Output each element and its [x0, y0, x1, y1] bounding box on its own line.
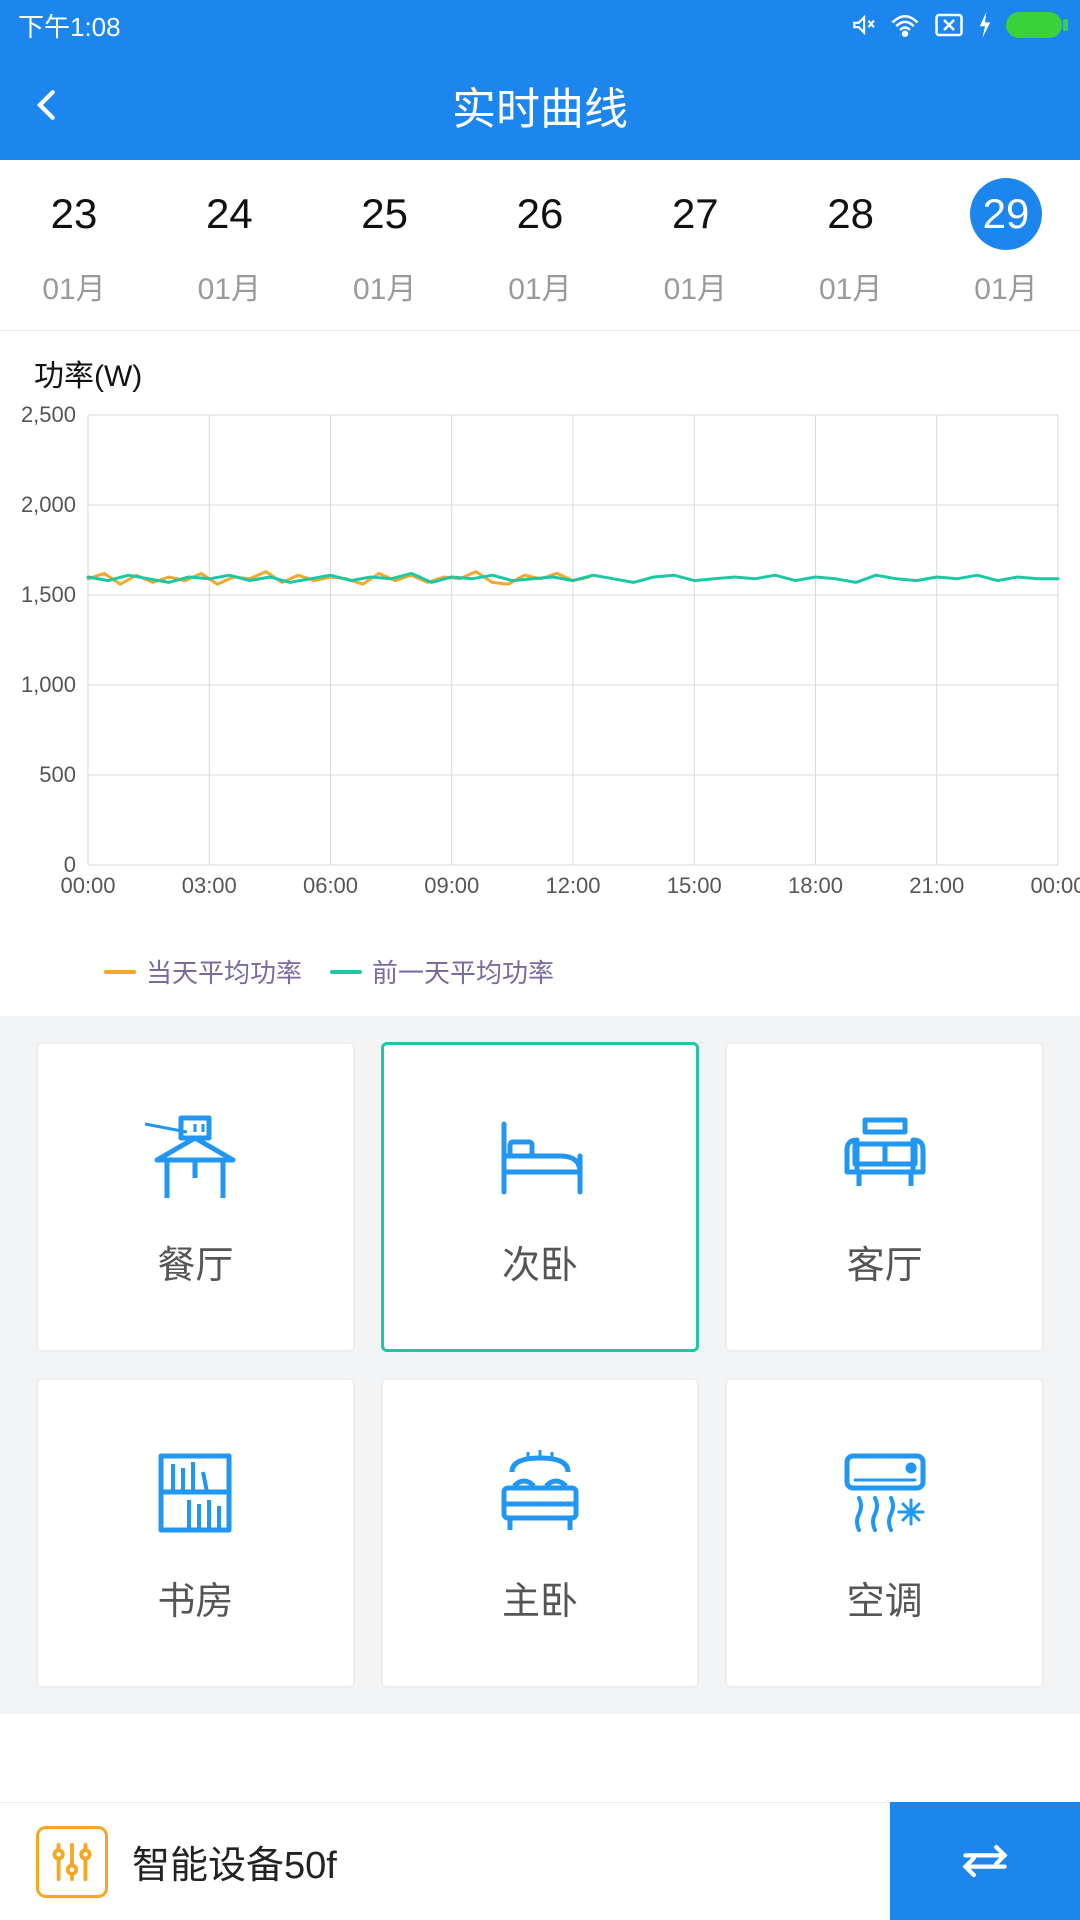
status-time: 下午1:08	[18, 7, 121, 44]
lightning-icon	[978, 12, 992, 38]
bookshelf-icon	[135, 1442, 255, 1542]
date-item-23[interactable]: 2301月	[24, 178, 124, 308]
chart-legend: 当天平均功率 前一天平均功率	[0, 945, 1080, 990]
svg-text:12:00: 12:00	[545, 873, 600, 898]
chart-y-axis-label: 功率(W)	[0, 351, 1080, 405]
room-card-bed-single[interactable]: 次卧	[381, 1042, 700, 1352]
date-month: 01月	[24, 264, 124, 308]
date-month: 01月	[956, 264, 1056, 308]
svg-text:00:00: 00:00	[60, 873, 115, 898]
date-item-25[interactable]: 2501月	[335, 178, 435, 308]
date-month: 01月	[490, 264, 590, 308]
svg-text:21:00: 21:00	[909, 873, 964, 898]
room-card-ac[interactable]: 空调	[725, 1378, 1044, 1688]
legend-label: 当天平均功率	[146, 953, 302, 990]
date-selector: 2301月2401月2501月2601月2701月2801月2901月	[0, 160, 1080, 331]
sofa-icon	[825, 1106, 945, 1206]
svg-text:09:00: 09:00	[424, 873, 479, 898]
svg-text:2,500: 2,500	[21, 405, 76, 427]
room-label: 空调	[847, 1570, 923, 1625]
date-item-24[interactable]: 2401月	[179, 178, 279, 308]
legend-label: 前一天平均功率	[372, 953, 554, 990]
date-month: 01月	[645, 264, 745, 308]
date-month: 01月	[335, 264, 435, 308]
mute-icon	[850, 12, 876, 38]
sliders-icon	[36, 1826, 108, 1898]
room-label: 客厅	[847, 1234, 923, 1289]
date-day: 29	[970, 178, 1042, 250]
room-card-sofa[interactable]: 客厅	[725, 1042, 1044, 1352]
swap-button[interactable]	[890, 1802, 1080, 1920]
date-day: 26	[504, 178, 576, 250]
dining-icon	[135, 1106, 255, 1206]
date-month: 01月	[179, 264, 279, 308]
room-label: 次卧	[502, 1234, 578, 1289]
date-day: 28	[815, 178, 887, 250]
svg-text:1,500: 1,500	[21, 582, 76, 607]
room-card-bookshelf[interactable]: 书房	[36, 1378, 355, 1688]
svg-text:500: 500	[39, 762, 76, 787]
date-month: 01月	[801, 264, 901, 308]
date-day: 23	[38, 178, 110, 250]
svg-text:2,000: 2,000	[21, 492, 76, 517]
device-info[interactable]: 智能设备50f	[0, 1802, 890, 1920]
bottom-bar: 智能设备50f	[0, 1802, 1080, 1920]
svg-text:15:00: 15:00	[667, 873, 722, 898]
svg-text:00:00: 00:00	[1030, 873, 1080, 898]
svg-text:1,000: 1,000	[21, 672, 76, 697]
battery-icon	[1006, 12, 1062, 38]
legend-swatch	[104, 970, 136, 974]
legend-swatch	[330, 970, 362, 974]
room-card-dining[interactable]: 餐厅	[36, 1042, 355, 1352]
room-card-bed-double[interactable]: 主卧	[381, 1378, 700, 1688]
date-item-27[interactable]: 2701月	[645, 178, 745, 308]
page-title: 实时曲线	[452, 73, 628, 137]
legend-item: 前一天平均功率	[330, 953, 554, 990]
date-item-26[interactable]: 2601月	[490, 178, 590, 308]
bed-double-icon	[480, 1442, 600, 1542]
date-day: 25	[349, 178, 421, 250]
close-box-icon	[934, 12, 964, 38]
room-section: 餐厅 次卧 客厅书房 主卧 空调	[0, 1016, 1080, 1714]
chart-canvas: 05001,0001,5002,0002,50000:0003:0006:000…	[0, 405, 1080, 945]
svg-text:18:00: 18:00	[788, 873, 843, 898]
room-label: 主卧	[502, 1570, 578, 1625]
ac-icon	[825, 1442, 945, 1542]
wifi-icon	[890, 12, 920, 38]
chart-section: 功率(W) 05001,0001,5002,0002,50000:0003:00…	[0, 331, 1080, 990]
back-button[interactable]	[30, 88, 64, 122]
legend-item: 当天平均功率	[104, 953, 302, 990]
date-day: 27	[659, 178, 731, 250]
svg-text:06:00: 06:00	[303, 873, 358, 898]
svg-text:03:00: 03:00	[182, 873, 237, 898]
date-item-29[interactable]: 2901月	[956, 178, 1056, 308]
bed-single-icon	[480, 1106, 600, 1206]
date-item-28[interactable]: 2801月	[801, 178, 901, 308]
page-header: 实时曲线	[0, 50, 1080, 160]
room-label: 书房	[157, 1570, 233, 1625]
room-label: 餐厅	[157, 1234, 233, 1289]
status-indicators	[850, 12, 1062, 38]
date-day: 24	[193, 178, 265, 250]
device-name: 智能设备50f	[132, 1834, 337, 1889]
status-bar: 下午1:08	[0, 0, 1080, 50]
